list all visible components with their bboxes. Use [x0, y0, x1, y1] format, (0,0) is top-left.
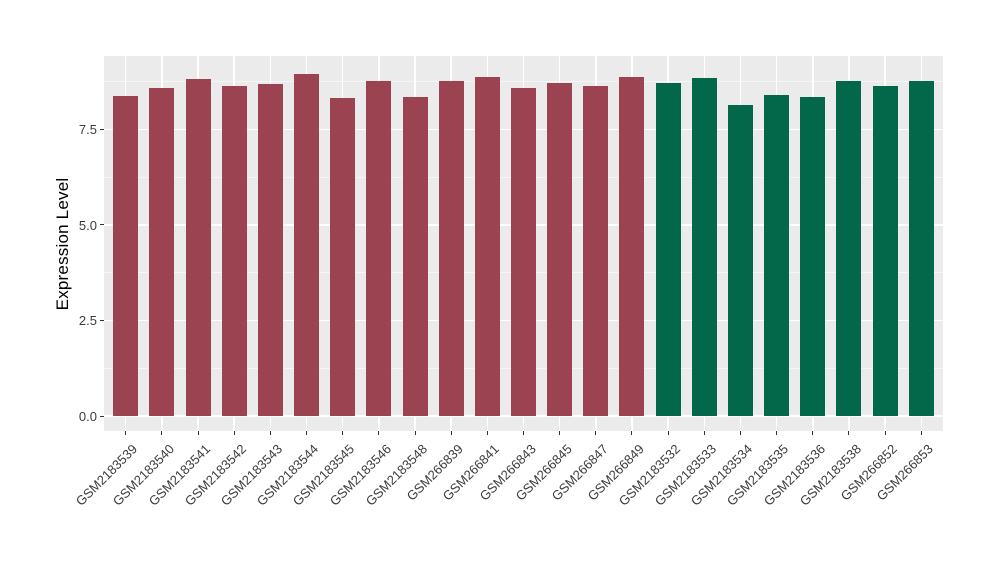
x-tick-mark [197, 431, 199, 435]
x-tick-mark [306, 431, 308, 435]
bar-gsm2183533 [691, 78, 717, 416]
bar-gsm2183535 [764, 94, 790, 416]
x-tick-mark [523, 431, 524, 435]
x-tick-mark [559, 431, 561, 435]
bar-gsm266852 [872, 86, 898, 416]
x-tick-mark [884, 431, 886, 435]
bar-gsm2183542 [221, 86, 247, 416]
bar-gsm266847 [583, 85, 609, 416]
x-tick-mark [920, 431, 922, 435]
bar-gsm2183543 [257, 83, 283, 416]
bar-gsm2183536 [800, 96, 826, 416]
y-tick-mark [100, 224, 104, 226]
x-tick-mark [703, 431, 705, 435]
x-tick-mark [161, 431, 163, 435]
x-tick-mark [486, 431, 488, 435]
x-tick-mark [269, 431, 271, 435]
x-tick-mark [414, 431, 416, 435]
y-axis-title: Expression Level [53, 177, 72, 311]
bar-gsm266843 [511, 87, 536, 416]
x-tick-mark [450, 431, 452, 435]
bar-gsm2183545 [330, 97, 356, 416]
bar-gsm2183544 [294, 73, 320, 416]
y-tick-label: 2.5 [78, 313, 97, 329]
y-tick-mark [100, 128, 104, 130]
y-tick-label: 5.0 [78, 217, 97, 233]
bar-gsm266853 [908, 81, 934, 416]
bar-gsm2183534 [727, 104, 753, 416]
x-tick-mark [125, 431, 127, 435]
x-tick-mark [739, 431, 741, 435]
x-tick-mark [631, 431, 633, 435]
bar-gsm266845 [547, 83, 573, 416]
bar-gsm2183538 [836, 80, 862, 416]
x-tick-mark [667, 431, 669, 435]
bar-gsm266839 [438, 81, 464, 416]
x-tick-mark [378, 431, 380, 435]
y-tick-label: 0.0 [78, 409, 97, 424]
bar-gsm266849 [619, 76, 645, 416]
x-tick-mark [812, 431, 814, 435]
bar-gsm266841 [474, 76, 500, 416]
bar-gsm2183540 [149, 88, 175, 416]
x-tick-mark [595, 431, 597, 435]
bar-gsm2183539 [113, 95, 139, 416]
y-tick-mark [100, 319, 104, 321]
x-tick-mark [233, 431, 235, 435]
bar-gsm2183541 [185, 78, 211, 416]
x-tick-mark [776, 431, 778, 435]
bar-gsm2183548 [402, 96, 428, 416]
plot-panel [104, 56, 943, 431]
y-tick-label: 7.5 [78, 122, 97, 138]
bar-gsm2183546 [366, 80, 392, 416]
x-tick-mark [848, 431, 850, 435]
bar-gsm2183532 [655, 83, 681, 416]
y-tick-mark [100, 415, 104, 417]
x-tick-mark [342, 431, 344, 435]
